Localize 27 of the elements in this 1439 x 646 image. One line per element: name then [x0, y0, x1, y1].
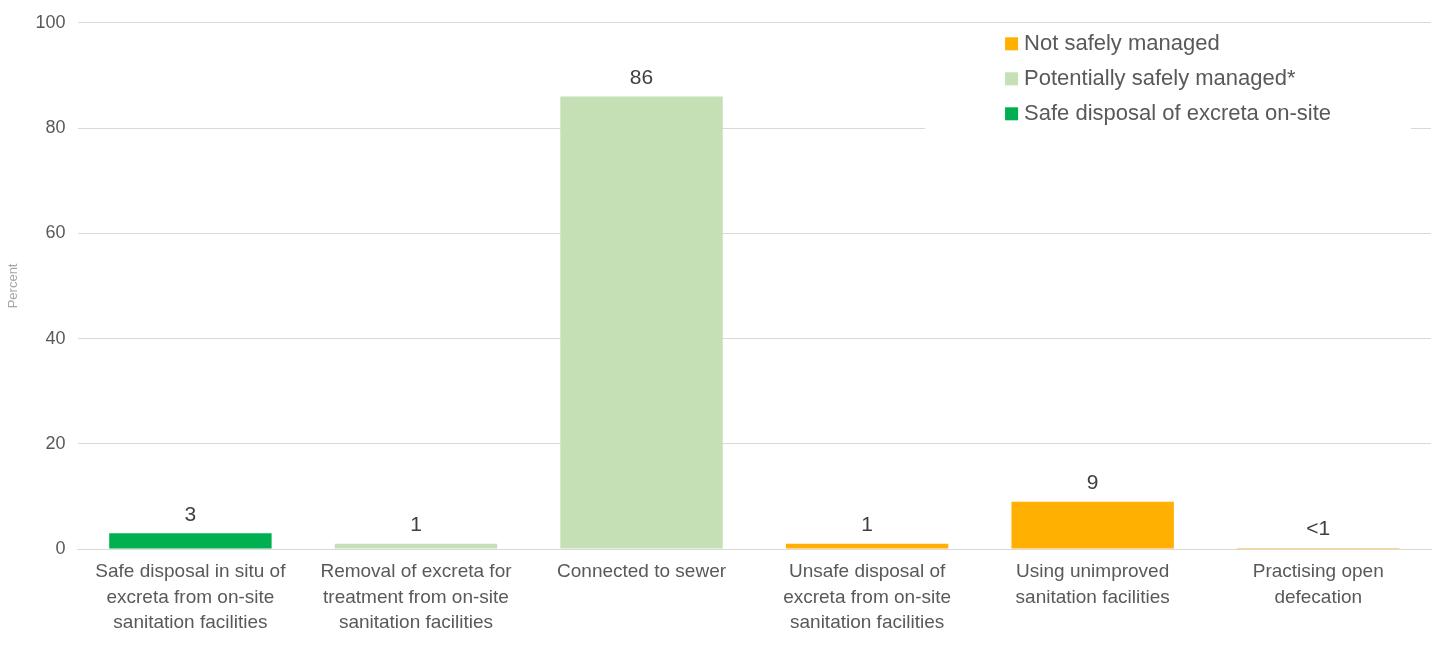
data-label: 1 [861, 512, 873, 536]
x-tick-label: Practising open defecation [1252, 560, 1384, 607]
x-tick-label: Removal of excreta for treatment from on-site sanitation facilities [320, 560, 513, 633]
y-tick-label: 80 [45, 117, 66, 138]
y-tick-label: 100 [35, 11, 66, 32]
legend-label: Not safely managed [1024, 29, 1220, 55]
data-label: 1 [410, 512, 422, 536]
y-tick-label: 40 [45, 327, 66, 348]
bar [1011, 501, 1174, 549]
bar [785, 543, 949, 549]
y-axis-title: Percent [5, 263, 21, 309]
y-tick-label: 0 [55, 538, 66, 559]
bar [109, 533, 272, 549]
bar [560, 96, 723, 549]
x-tick-label: Using unimproved sanitation facilities [1015, 560, 1170, 607]
bar [334, 543, 498, 549]
legend-label: Safe disposal of excreta on-site [1024, 99, 1332, 125]
y-tick-label: 60 [45, 222, 66, 243]
x-tick-label: Unsafe disposal of excreta from on-site sanitation facilities [783, 560, 952, 633]
x-tick-label: Safe disposal in situ of excreta from on-site sanitation facilities [95, 560, 287, 633]
data-label: 3 [184, 501, 197, 525]
y-tick-label: 20 [45, 432, 66, 453]
legend-label: Potentially safely managed* [1024, 64, 1296, 90]
data-label: 9 [1086, 469, 1099, 493]
data-label: <1 [1306, 516, 1331, 540]
data-label: 86 [629, 64, 654, 88]
x-tick-label: Connected to sewer [557, 560, 727, 582]
